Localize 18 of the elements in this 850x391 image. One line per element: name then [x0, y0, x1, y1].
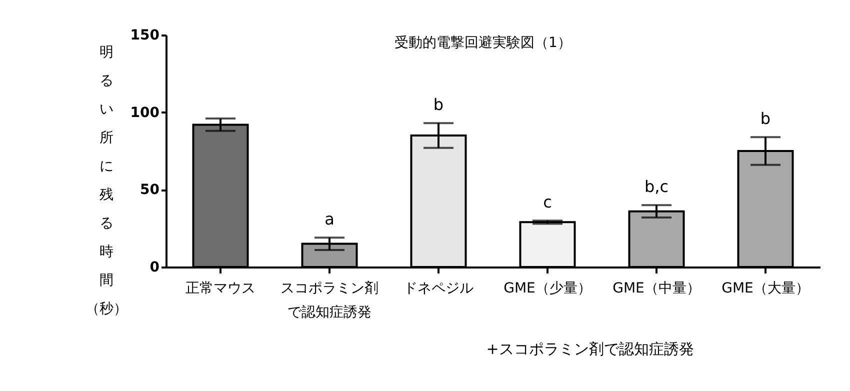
- y-tick-label: 100: [130, 104, 160, 121]
- x-tick-label: GME（中量）: [612, 280, 700, 296]
- x-tick-label: ドネペジル: [404, 280, 474, 296]
- y-tick-label: 150: [130, 28, 160, 44]
- x-tick-label: スコポラミン剤で認知症誘発: [280, 280, 378, 320]
- x-tick-label: GME（大量）: [722, 280, 810, 296]
- text: +スコポラミン剤で認知症誘発: [485, 340, 695, 359]
- x-tick-label: 正常マウス: [186, 280, 256, 296]
- y-tick-label: 0: [150, 260, 160, 276]
- annotation: c: [543, 192, 552, 212]
- y-tick-label: 50: [140, 182, 160, 198]
- annotation: b,c: [644, 177, 669, 196]
- chart-title: 受動的電撃回避実験図（1）: [394, 35, 572, 51]
- annotation: a: [324, 210, 334, 229]
- x-tick-label: GME（少量）: [504, 280, 592, 296]
- annotation: b: [433, 95, 444, 114]
- text: 明るい所に残る時間（秒）: [86, 44, 128, 317]
- annotation: b: [760, 109, 771, 128]
